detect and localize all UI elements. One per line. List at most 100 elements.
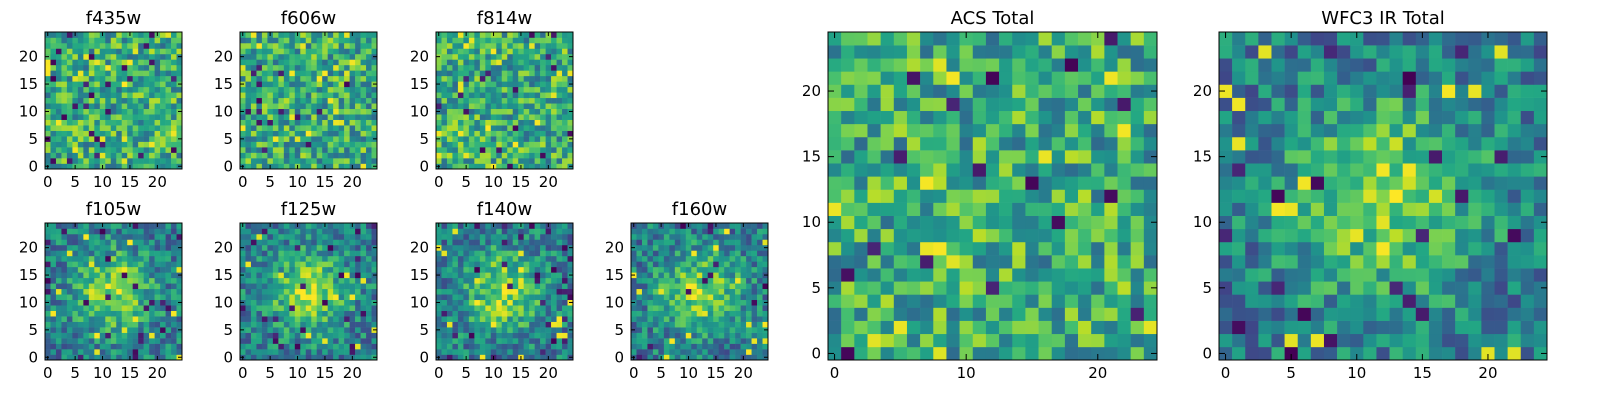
heatmap-cell — [631, 310, 637, 317]
heatmap-cell — [751, 354, 758, 361]
heatmap-cell — [529, 316, 535, 322]
heatmap-cell — [452, 255, 459, 262]
heatmap-cell — [250, 288, 257, 295]
heatmap-cell — [1130, 346, 1145, 361]
heatmap-cell — [121, 283, 128, 290]
heatmap-cell — [371, 316, 378, 322]
heatmap-cell — [707, 310, 714, 317]
heatmap-cell — [828, 163, 842, 177]
heatmap-cell — [143, 59, 150, 66]
heatmap-cell — [707, 244, 714, 251]
heatmap-cell — [1143, 255, 1158, 269]
heatmap-cell — [110, 299, 117, 306]
heatmap-cell — [540, 119, 546, 126]
heatmap-cell — [267, 316, 274, 322]
heatmap-cell — [132, 255, 139, 262]
y-tick-label: 10 — [214, 293, 233, 311]
heatmap-cell — [562, 114, 568, 120]
heatmap-cell — [893, 202, 908, 216]
heatmap-cell — [105, 294, 112, 301]
heatmap-cell — [490, 86, 497, 93]
heatmap-cell — [171, 349, 177, 355]
heatmap-cell — [490, 53, 497, 60]
heatmap-cell — [946, 333, 960, 348]
heatmap-cell — [366, 48, 372, 55]
heatmap-cell — [1091, 294, 1105, 308]
heatmap-cell — [154, 136, 161, 142]
heatmap-cell — [94, 37, 101, 44]
heatmap-cell — [529, 343, 535, 350]
heatmap-cell — [50, 141, 57, 148]
heatmap-cell — [474, 266, 481, 273]
heatmap-cell — [540, 288, 546, 295]
heatmap-cell — [746, 266, 752, 273]
heatmap-cell — [110, 103, 117, 110]
heatmap-cell — [854, 241, 868, 256]
heatmap-cell — [562, 75, 568, 82]
heatmap-cell — [729, 272, 736, 279]
heatmap-cell — [1091, 228, 1105, 243]
heatmap-cell — [556, 305, 563, 311]
heatmap-cell — [529, 233, 535, 240]
heatmap-cell — [149, 125, 155, 131]
heatmap-cell — [99, 310, 106, 317]
heatmap-cell — [66, 32, 73, 38]
heatmap-cell — [636, 244, 643, 251]
heatmap-cell — [436, 283, 442, 290]
heatmap-cell — [99, 59, 106, 66]
heatmap-cell — [641, 283, 648, 290]
heatmap-cell — [556, 228, 563, 235]
heatmap-cell — [316, 158, 323, 164]
heatmap-cell — [540, 136, 546, 142]
heatmap-cell — [171, 114, 177, 120]
heatmap-cell — [735, 272, 741, 279]
heatmap-cell — [551, 272, 557, 279]
heatmap-cell — [501, 233, 508, 240]
heatmap-cell — [138, 147, 144, 153]
heatmap-cell — [828, 294, 842, 308]
heatmap-cell — [534, 130, 541, 137]
heatmap-cell — [685, 338, 692, 344]
heatmap-cell — [45, 125, 51, 131]
heatmap-cell — [474, 103, 481, 110]
heatmap-cell — [267, 108, 274, 115]
heatmap-cell — [371, 332, 378, 339]
heatmap-cell — [267, 332, 274, 339]
heatmap-cell — [562, 354, 568, 361]
heatmap-cell — [294, 158, 301, 164]
heatmap-cell — [972, 189, 987, 203]
heatmap-cell — [556, 321, 563, 328]
heatmap-cell — [143, 244, 150, 251]
heatmap-cell — [762, 321, 769, 328]
heatmap-cell — [250, 272, 257, 279]
heatmap-cell — [441, 125, 448, 131]
heatmap-cell — [283, 75, 290, 82]
heatmap-cell — [658, 299, 665, 306]
heatmap-cell — [366, 86, 372, 93]
heatmap-cell — [751, 288, 758, 295]
heatmap-cell — [457, 272, 464, 279]
heatmap-cell — [333, 103, 339, 110]
heatmap-cell — [485, 327, 492, 333]
heatmap-cell — [165, 310, 172, 317]
heatmap-cell — [529, 86, 535, 93]
heatmap-cell — [77, 233, 84, 240]
heatmap-cell — [61, 59, 68, 66]
heatmap-cell — [746, 233, 752, 240]
heatmap-cell — [556, 288, 563, 295]
heatmap-cell — [50, 305, 57, 311]
heatmap-cell — [176, 277, 183, 284]
heatmap-cell — [636, 310, 643, 317]
heatmap-cell — [746, 338, 752, 344]
heatmap-cell — [867, 346, 881, 361]
heatmap-cell — [316, 321, 323, 328]
heatmap-cell — [127, 266, 133, 273]
heatmap-cell — [457, 239, 464, 246]
heatmap-cell — [127, 321, 133, 328]
heatmap-cell — [143, 103, 150, 110]
heatmap-cell — [240, 86, 246, 93]
heatmap-cell — [55, 86, 62, 93]
heatmap-cell — [562, 272, 568, 279]
